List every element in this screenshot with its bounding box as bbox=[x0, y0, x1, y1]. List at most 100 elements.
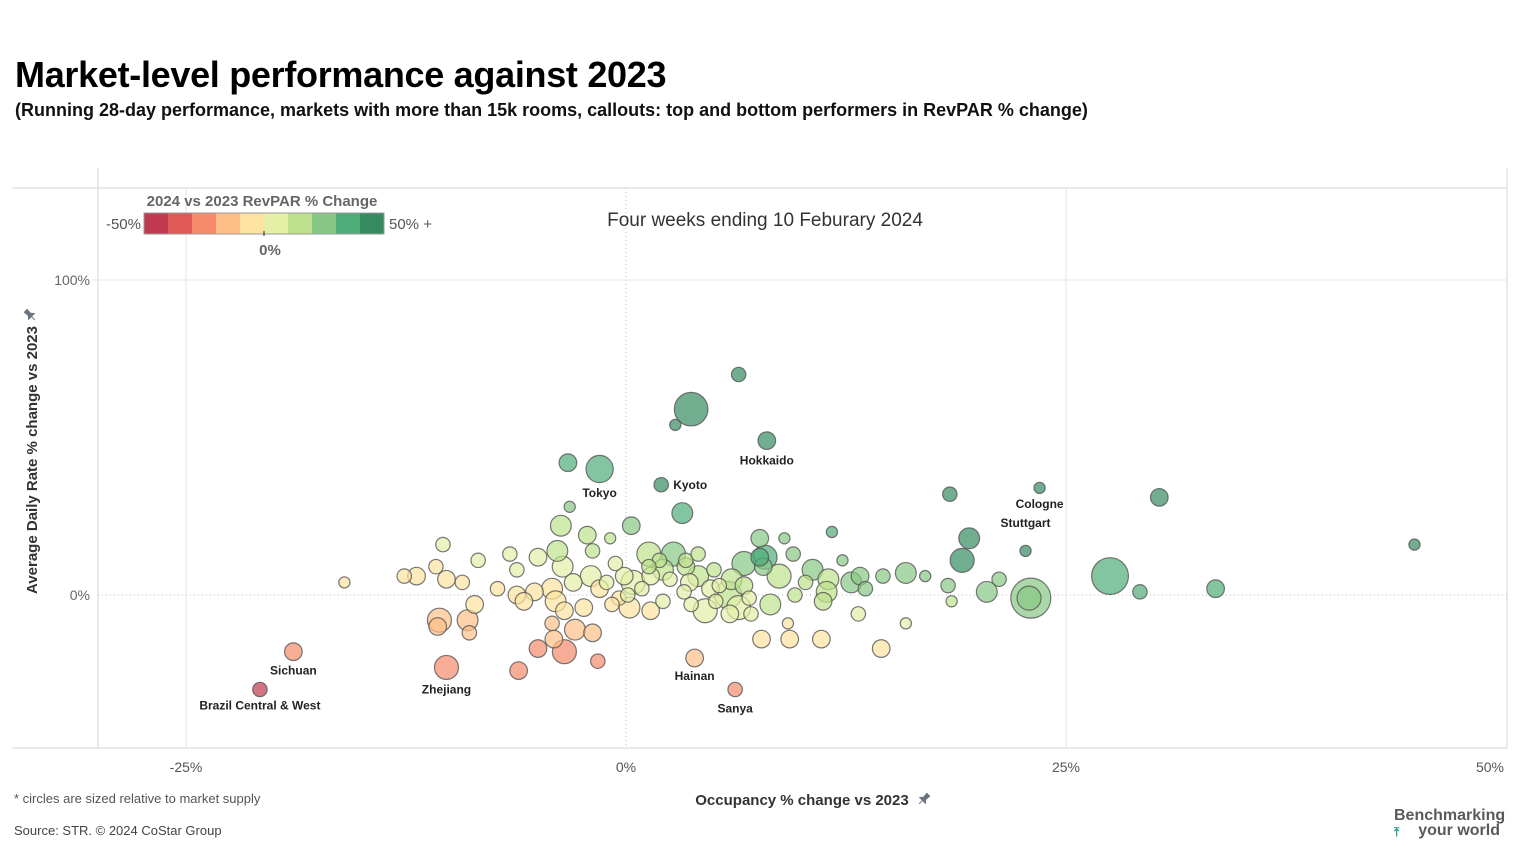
legend-swatch bbox=[336, 213, 360, 234]
data-point bbox=[502, 546, 518, 562]
legend-min-label: -50% bbox=[106, 216, 141, 233]
x-tick-label: -25% bbox=[170, 759, 203, 775]
arrow-up-icon: ⤒ bbox=[1394, 825, 1400, 839]
legend-swatch bbox=[264, 213, 288, 234]
x-axis-title: Occupancy % change vs 2023 bbox=[695, 792, 908, 809]
data-points bbox=[252, 366, 1421, 698]
logo-line1: Benchmarking bbox=[1394, 807, 1506, 824]
data-point bbox=[604, 596, 620, 613]
data-point bbox=[797, 574, 814, 591]
data-point bbox=[678, 552, 694, 569]
data-point bbox=[1016, 585, 1042, 611]
callout-label: Hainan bbox=[675, 669, 715, 683]
data-point bbox=[634, 580, 650, 597]
data-point bbox=[558, 453, 578, 473]
data-point bbox=[919, 569, 932, 583]
data-point bbox=[706, 561, 722, 578]
data-point bbox=[577, 525, 597, 545]
data-point bbox=[991, 571, 1007, 588]
data-point bbox=[683, 596, 699, 613]
y-tick-label: 0% bbox=[70, 587, 90, 603]
data-point bbox=[603, 532, 617, 545]
legend-swatch bbox=[312, 213, 336, 234]
legend-swatch bbox=[288, 213, 312, 234]
data-point bbox=[894, 561, 917, 584]
callout-point bbox=[653, 476, 669, 493]
legend-swatch bbox=[360, 213, 384, 234]
legend-swatch bbox=[240, 213, 264, 234]
data-point bbox=[825, 525, 839, 539]
data-point bbox=[1132, 584, 1148, 600]
data-point bbox=[673, 391, 709, 427]
callout-label: Cologne bbox=[1016, 497, 1064, 511]
data-point bbox=[1206, 579, 1225, 599]
data-point bbox=[338, 576, 351, 589]
legend-mid-label: 0% bbox=[259, 242, 281, 259]
data-point bbox=[778, 532, 791, 545]
callout-point bbox=[283, 642, 303, 662]
callout-point bbox=[585, 454, 614, 484]
callout-point bbox=[685, 648, 705, 668]
data-point bbox=[857, 580, 874, 597]
data-point bbox=[785, 546, 801, 562]
data-point bbox=[544, 629, 564, 649]
data-point bbox=[514, 591, 534, 611]
x-axis-pin-icon bbox=[918, 792, 931, 805]
data-point bbox=[584, 543, 601, 559]
data-point bbox=[470, 552, 486, 569]
data-point bbox=[509, 661, 529, 680]
logo-line2: your world bbox=[1418, 822, 1500, 839]
data-point bbox=[544, 615, 560, 632]
data-point bbox=[780, 629, 800, 649]
data-point bbox=[975, 580, 998, 603]
data-point bbox=[1090, 557, 1129, 596]
size-note: * circles are sized relative to market s… bbox=[14, 791, 261, 806]
callout-label: Kyoto bbox=[673, 478, 707, 492]
data-point bbox=[489, 580, 506, 597]
page-title: Market-level performance against 2023 bbox=[15, 54, 667, 95]
data-point bbox=[958, 527, 981, 550]
data-point bbox=[690, 546, 706, 562]
axis-ticks: -25% 0% 25% 50% 0% 100% bbox=[54, 272, 1504, 775]
data-point bbox=[850, 606, 867, 622]
legend-title: 2024 vs 2023 RevPAR % Change bbox=[147, 193, 378, 210]
callout-point bbox=[1033, 481, 1046, 495]
callout-label: Tokyo bbox=[582, 486, 616, 500]
page-subtitle: (Running 28-day performance, markets wit… bbox=[15, 100, 1088, 120]
data-point bbox=[428, 617, 448, 636]
data-point bbox=[741, 590, 757, 606]
x-tick-label: 50% bbox=[1476, 759, 1504, 775]
data-point bbox=[942, 486, 958, 502]
data-point bbox=[641, 601, 661, 621]
legend-swatch bbox=[216, 213, 240, 234]
legend-swatch bbox=[192, 213, 216, 234]
data-point bbox=[787, 587, 803, 603]
x-tick-label: 0% bbox=[616, 759, 636, 775]
data-point bbox=[949, 547, 975, 573]
legend-swatches bbox=[144, 213, 384, 234]
data-point bbox=[662, 571, 678, 588]
legend-swatch bbox=[144, 213, 168, 234]
data-point bbox=[707, 593, 724, 610]
callout-label: Stuttgart bbox=[1001, 516, 1051, 530]
point-callouts: Hokkaido Tokyo Kyoto Cologne Stuttgart Sichua… bbox=[199, 454, 1064, 716]
data-point bbox=[750, 547, 770, 567]
data-point bbox=[875, 568, 891, 584]
data-point bbox=[676, 584, 692, 600]
chart-title: Four weeks ending 10 Feburary 2024 bbox=[607, 210, 923, 231]
color-legend: 2024 vs 2023 RevPAR % Change -50% 50% + … bbox=[106, 193, 432, 259]
data-point bbox=[435, 536, 451, 553]
callout-label: Zhejiang bbox=[422, 682, 471, 696]
data-point bbox=[549, 514, 572, 537]
data-point bbox=[454, 574, 471, 591]
callout-label: Brazil Central & West bbox=[199, 699, 320, 713]
data-point bbox=[528, 547, 548, 567]
data-point bbox=[752, 629, 771, 649]
callout-point bbox=[433, 654, 460, 681]
data-point bbox=[669, 418, 682, 432]
data-point bbox=[671, 502, 694, 525]
callout-point bbox=[727, 681, 743, 698]
data-point bbox=[614, 566, 634, 586]
data-point bbox=[465, 595, 485, 614]
